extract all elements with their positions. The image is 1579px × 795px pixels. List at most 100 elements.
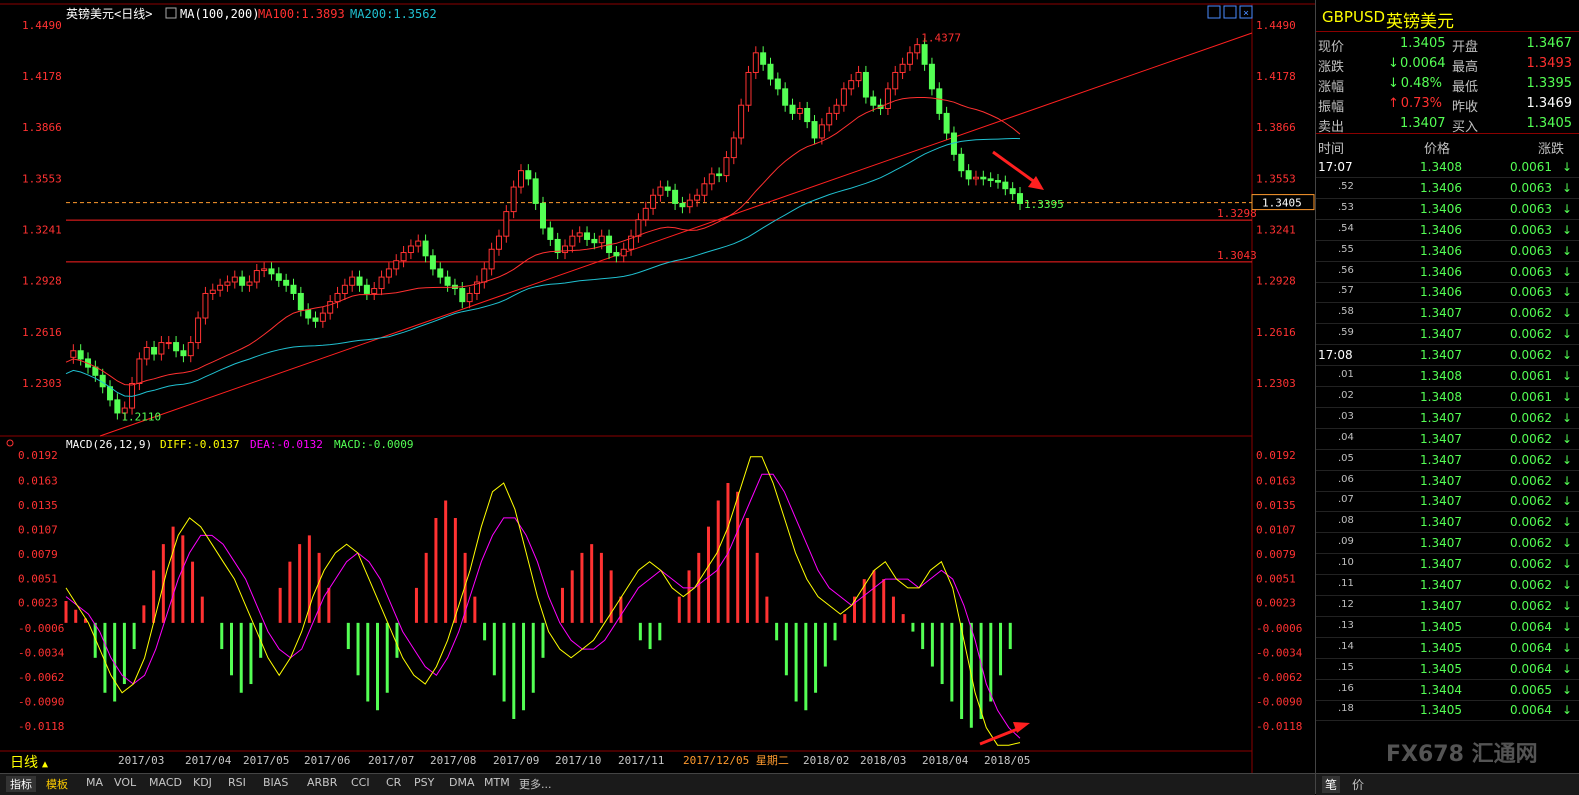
tick-time: .56: [1338, 264, 1354, 276]
macd-axis-right-label: 0.0079: [1256, 548, 1296, 561]
price-axis-right-label: 1.3241: [1256, 223, 1296, 236]
down-arrow-icon: ↓: [1562, 661, 1573, 676]
tab-ticks[interactable]: 笔: [1322, 776, 1341, 793]
window-restore-icon[interactable]: [1207, 5, 1221, 19]
quote-label: 涨幅: [1318, 80, 1345, 95]
down-arrow-annotation: [992, 150, 1044, 190]
macd-axis-left-label: -0.0118: [18, 720, 64, 733]
tab-2[interactable]: MA: [86, 776, 104, 789]
tab-4[interactable]: MACD: [149, 776, 182, 789]
macd-settings-icon[interactable]: [6, 439, 14, 447]
tick-time: .10: [1338, 557, 1354, 569]
tick-row: .16 1.3404 0.0065 ↓: [1316, 680, 1579, 701]
quote-row: 涨跌 ↓ 0.0064 最高 1.3493: [1316, 54, 1579, 75]
date-axis-label: 2018/04: [922, 754, 969, 767]
tick-change: 0.0064: [1510, 619, 1552, 634]
candle-body: [723, 157, 730, 177]
candle-body: [422, 240, 429, 257]
tab-9[interactable]: CCI: [351, 776, 370, 789]
candle-body: [928, 63, 935, 90]
tick-price: 1.3406: [1420, 243, 1462, 258]
candle-body: [1009, 188, 1016, 195]
tick-change: 0.0062: [1510, 327, 1552, 342]
chart-canvas[interactable]: 英镑美元<日线> MA(100,200) MA100:1.3893 MA200:…: [0, 0, 1315, 773]
tick-price: 1.3407: [1420, 473, 1462, 488]
tab-14[interactable]: 更多...: [519, 778, 552, 791]
tick-time: 17:07: [1318, 160, 1353, 174]
chart-settings-icon[interactable]: [165, 7, 177, 19]
period-dropdown-icon[interactable]: ▲: [42, 759, 48, 770]
candle-body: [532, 178, 539, 204]
tab-7[interactable]: BIAS: [263, 776, 289, 789]
tab-11[interactable]: PSY: [414, 776, 435, 789]
quote-value: 1.3467: [1526, 36, 1573, 51]
macd-axis-right-label: -0.0034: [1256, 647, 1303, 660]
tab-price[interactable]: 价: [1352, 778, 1365, 792]
tick-row: .12 1.3407 0.0062 ↓: [1316, 596, 1579, 617]
tick-row: .58 1.3407 0.0062 ↓: [1316, 303, 1579, 325]
quote-label: 开盘: [1452, 40, 1479, 55]
candle-body: [1002, 181, 1009, 190]
macd-axis-left-label: 0.0192: [18, 449, 58, 462]
macd-axis-left-label: 0.0135: [18, 499, 58, 512]
down-arrow-icon: ↓: [1562, 410, 1573, 425]
candle-body: [158, 342, 165, 355]
tick-price: 1.3407: [1420, 327, 1462, 342]
candle-body: [503, 211, 510, 237]
tab-1[interactable]: 模板: [46, 778, 68, 791]
tab-8[interactable]: ARBR: [307, 776, 338, 789]
tab-10[interactable]: CR: [386, 776, 402, 789]
macd-axis-left-label: 0.0107: [18, 523, 58, 536]
tick-time: .18: [1338, 703, 1354, 715]
window-maximize-icon[interactable]: [1223, 5, 1237, 19]
candle-body: [598, 235, 605, 244]
horizontal-level-label: 1.3298: [1217, 207, 1257, 220]
tick-time: .55: [1338, 243, 1354, 255]
tab-13[interactable]: MTM: [484, 776, 510, 789]
candle-body: [488, 248, 495, 270]
quote-value: 1.3405: [1526, 116, 1573, 131]
macd-dea-label: DEA:-0.0132: [250, 438, 323, 451]
candle-body: [870, 96, 877, 106]
down-arrow-icon: ↓: [1562, 264, 1573, 279]
candle-body: [855, 71, 862, 82]
cursor-date-label: 2017/12/05 星期二: [683, 754, 789, 767]
up-arrow-icon: ↑: [1388, 96, 1399, 111]
candle-body: [437, 268, 444, 278]
period-label[interactable]: 日线: [10, 755, 38, 771]
quote-label: 最高: [1452, 60, 1479, 75]
candle-body: [884, 88, 891, 109]
candle-body: [481, 268, 488, 283]
quote-label: 买入: [1452, 120, 1479, 135]
tab-3[interactable]: VOL: [114, 776, 137, 789]
window-close-icon[interactable]: [1239, 5, 1253, 19]
candle-body: [540, 202, 546, 229]
quote-label: 振幅: [1318, 100, 1345, 115]
quote-row: 涨幅 ↓ 0.48% 最低 1.3395: [1316, 74, 1579, 95]
candle-body: [562, 245, 569, 254]
tick-row: .09 1.3407 0.0062 ↓: [1316, 533, 1579, 555]
macd-axis-right-label: 0.0107: [1256, 523, 1296, 536]
tick-price: 1.3408: [1420, 389, 1462, 404]
tab-12[interactable]: DMA: [449, 776, 475, 789]
candle-body: [261, 268, 268, 272]
candle-body: [173, 342, 180, 352]
tick-time: .14: [1338, 640, 1354, 652]
candle-body: [936, 88, 943, 114]
quote-label: 现价: [1318, 40, 1345, 55]
tab-5[interactable]: KDJ: [193, 776, 212, 789]
macd-label: MACD(26,12,9): [66, 438, 152, 451]
diff-line: [65, 456, 1021, 746]
tab-6[interactable]: RSI: [228, 776, 246, 789]
tick-time: .13: [1338, 619, 1354, 631]
candle-body: [818, 124, 825, 139]
date-axis-label: 2017/03: [118, 754, 164, 767]
tick-change: 0.0063: [1510, 222, 1552, 237]
tick-row: 17:08 1.3407 0.0062 ↓: [1316, 345, 1579, 367]
tab-0[interactable]: 指标: [6, 776, 36, 792]
quote-label: 昨收: [1452, 100, 1479, 115]
tick-row: .02 1.3408 0.0061 ↓: [1316, 387, 1579, 408]
price-axis-left-label: 1.3866: [22, 121, 62, 134]
header-time: 时间: [1318, 142, 1345, 157]
macd-axis-right-label: 0.0192: [1256, 449, 1296, 462]
